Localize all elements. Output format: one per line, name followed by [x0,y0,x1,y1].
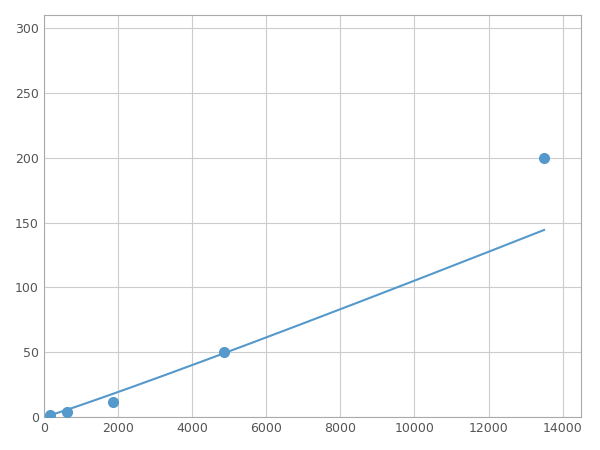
Point [220,349,229,356]
Point [45,411,55,418]
Point [539,154,549,161]
Point [109,398,118,405]
Point [62,408,72,415]
